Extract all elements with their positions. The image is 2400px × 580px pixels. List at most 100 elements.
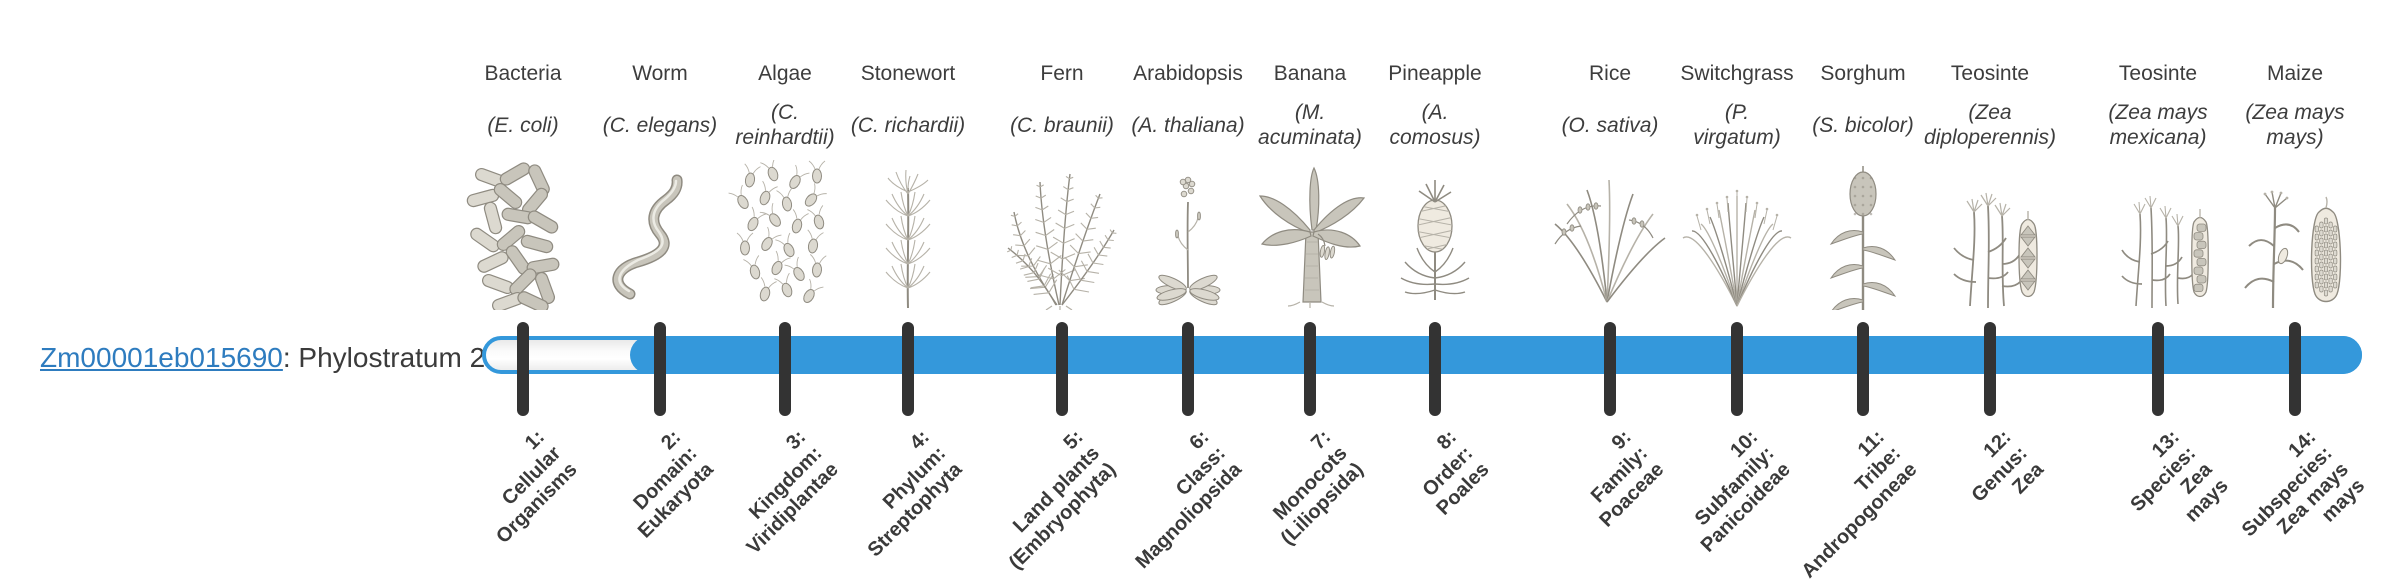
organism-species-line: (C. elegans) xyxy=(602,113,718,137)
maize-icon xyxy=(2205,158,2385,310)
stratum-tick xyxy=(654,322,666,416)
organism-species-line: acuminata) xyxy=(1258,126,1362,149)
organism-species: (C. richardii) xyxy=(818,94,998,156)
organism-species-line: comosus) xyxy=(1389,126,1481,149)
organism-species-line: (E. coli) xyxy=(487,113,559,137)
organism-name: Worm xyxy=(632,62,688,85)
organism-name: Banana xyxy=(1273,62,1347,85)
stratum-tick xyxy=(1731,322,1743,416)
gene-label: Zm00001eb015690: Phylostratum 2 xyxy=(40,342,485,374)
organism-name: Teosinte xyxy=(2118,62,2198,85)
stratum-column-14: Maize (Zea mays mays) 14: Subspecies: Zea may… xyxy=(2205,0,2385,580)
organism-species-line: (S. bicolor) xyxy=(1812,113,1914,137)
organism-species-line: (Zea mays xyxy=(2245,101,2345,124)
stratum-tick xyxy=(2289,322,2301,416)
pineapple-icon xyxy=(1345,158,1525,310)
organism-name: Teosinte xyxy=(1950,62,2030,85)
switchgrass-icon xyxy=(1647,158,1827,310)
fern-icon xyxy=(972,158,1152,310)
stratum-tick xyxy=(779,322,791,416)
stratum-label: 4: Phylum: Streptophyta xyxy=(831,426,967,562)
algae-icon xyxy=(695,158,875,310)
arabidopsis-icon xyxy=(1098,158,1278,310)
stratum-column-1: Bacteria (E. coli) 1: Cellular Organisms xyxy=(433,0,613,580)
stratum-label: 14: Subspecies: Zea mays mays xyxy=(2222,426,2370,574)
organism-species-line: virgatum) xyxy=(1693,126,1781,149)
stratum-tick xyxy=(1604,322,1616,416)
stratum-column-8: Pineapple (A. comosus) 8: Order: Poales xyxy=(1345,0,1525,580)
organism-species: (M. acuminata) xyxy=(1220,94,1400,156)
stratum-column-11: Sorghum (S. bicolor) 11: Tribe: Andropogonea… xyxy=(1773,0,1953,580)
organism-species-line: (O. sativa) xyxy=(1561,113,1659,137)
organism-species: (C. elegans) xyxy=(570,94,750,156)
stratum-label: 8: Order: Poales xyxy=(1399,426,1493,520)
organism-species: (E. coli) xyxy=(433,94,613,156)
organism-species-line: mexicana) xyxy=(2109,126,2207,149)
organism-name: Pineapple xyxy=(1388,62,1482,85)
teosinte-diploperennis-icon xyxy=(1900,158,2080,310)
stratum-column-5: Fern (C. braunii) 5: Land plants (Embryophyt… xyxy=(972,0,1152,580)
stratum-column-9: Rice (O. sativa) 9: Family: Poaceae xyxy=(1520,0,1700,580)
organism-name: Rice xyxy=(1588,62,1631,85)
organism-species: (C. reinhardtii) xyxy=(695,94,875,156)
organism-species-line: (C. xyxy=(771,101,799,124)
organism-name: Sorghum xyxy=(1820,62,1906,85)
organism-name: Switchgrass xyxy=(1680,62,1794,85)
organism-species-line: (M. xyxy=(1294,101,1326,124)
organism-name: Fern xyxy=(1040,62,1084,85)
organism-species-line: (Zea xyxy=(1968,101,2012,124)
organism-species-line: mays) xyxy=(2266,126,2324,149)
stratum-tick xyxy=(1984,322,1996,416)
stratum-column-6: Arabidopsis (A. thaliana) 6: Class: Magnoli… xyxy=(1098,0,1278,580)
stratum-tick xyxy=(1304,322,1316,416)
stratum-tick xyxy=(2152,322,2164,416)
stratum-label: 12: Genus: Zea xyxy=(1951,426,2049,524)
organism-species: (O. sativa) xyxy=(1520,94,1700,156)
stratum-label: 11: Tribe: Andropogoneae xyxy=(1765,426,1922,580)
organism-species: (P. virgatum) xyxy=(1647,94,1827,156)
organism-species: (Zea diploperennis) xyxy=(1900,94,2080,156)
stratum-column-10: Switchgrass (P. virgatum) 10: Subfamily: Pani… xyxy=(1647,0,1827,580)
organism-species: (A. comosus) xyxy=(1345,94,1525,156)
stratum-column-4: Stonewort (C. richardii) 4: Phylum: Streptop… xyxy=(818,0,998,580)
bacteria-icon xyxy=(433,158,613,310)
organism-name: Stonewort xyxy=(860,62,956,85)
gene-id-link[interactable]: Zm00001eb015690 xyxy=(40,342,283,373)
organism-name: Algae xyxy=(758,62,812,85)
stratum-tick xyxy=(1429,322,1441,416)
worm-icon xyxy=(570,158,750,310)
organism-species-line: (P. xyxy=(1724,101,1750,124)
stratum-label: 1: Cellular Organisms xyxy=(459,426,582,549)
phylostratum-text: : Phylostratum 2 xyxy=(282,342,486,373)
organism-species: (C. braunii) xyxy=(972,94,1152,156)
stratum-tick xyxy=(1056,322,1068,416)
organism-species-line: (A. xyxy=(1421,101,1449,124)
stratum-column-13: Teosinte (Zea mays mexicana) 13: Species: Zea… xyxy=(2068,0,2248,580)
rice-icon xyxy=(1520,158,1700,310)
sorghum-icon xyxy=(1773,158,1953,310)
organism-species-line: (A. thaliana) xyxy=(1131,113,1245,137)
stratum-tick xyxy=(1857,322,1869,416)
stonewort-icon xyxy=(818,158,998,310)
teosinte-mexicana-icon xyxy=(2068,158,2248,310)
stratum-tick xyxy=(902,322,914,416)
organism-species: (A. thaliana) xyxy=(1098,94,1278,156)
stratum-column-12: Teosinte (Zea diploperennis) 12: Genus: Zea xyxy=(1900,0,2080,580)
organism-name: Arabidopsis xyxy=(1133,62,1243,85)
phylostrata-bar-fill xyxy=(630,336,2362,374)
stratum-column-3: Algae (C. reinhardtii) 3: Kingdom: Viridiplan… xyxy=(695,0,875,580)
organism-species-line: diploperennis) xyxy=(1924,126,2056,149)
organism-species: (Zea mays mays) xyxy=(2205,94,2385,156)
organism-species-line: (Zea mays xyxy=(2108,101,2208,124)
stratum-tick xyxy=(1182,322,1194,416)
organism-species-line: reinhardtii) xyxy=(735,126,835,149)
organism-name: Bacteria xyxy=(484,62,562,85)
organism-species: (S. bicolor) xyxy=(1773,94,1953,156)
stratum-tick xyxy=(517,322,529,416)
organism-species: (Zea mays mexicana) xyxy=(2068,94,2248,156)
organism-species-line: (C. braunii) xyxy=(1010,113,1114,137)
organism-name: Maize xyxy=(2266,62,2324,85)
organism-species-line: (C. richardii) xyxy=(850,113,966,137)
stratum-column-7: Banana (M. acuminata) 7: Monocots (Liliopsid… xyxy=(1220,0,1400,580)
